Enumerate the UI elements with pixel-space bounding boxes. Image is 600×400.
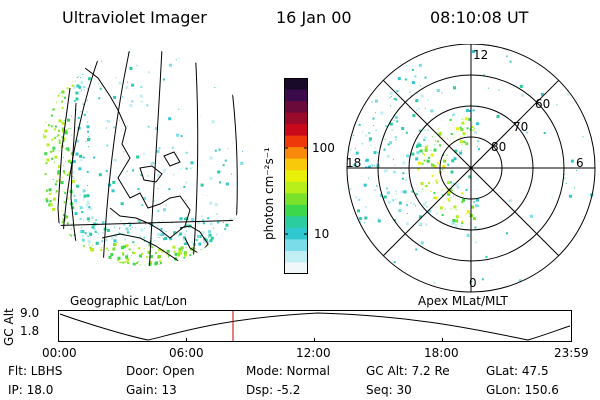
colorbar-stop bbox=[284, 227, 308, 240]
colorbar-stop bbox=[284, 250, 308, 263]
mlat-label-60: 60 bbox=[535, 97, 551, 111]
mlt-label-6: 6 bbox=[576, 156, 584, 170]
colorbar-stop bbox=[284, 204, 308, 217]
colorbar-stop bbox=[284, 239, 308, 252]
seq-info: Seq: 30 bbox=[366, 383, 412, 397]
colorbar-stop bbox=[284, 135, 308, 148]
auroral-emission-speckle bbox=[43, 52, 250, 266]
polar-meridian-15-3 bbox=[382, 79, 560, 257]
gc-alt-info: GC Alt: 7.2 Re bbox=[366, 364, 450, 378]
time-tick-0000: 00:00 bbox=[42, 346, 77, 360]
mode-info: Mode: Normal bbox=[246, 364, 330, 378]
altitude-axis-label: GC Alt bbox=[2, 308, 16, 346]
colorbar-tick-label-10: 10 bbox=[314, 227, 330, 241]
geographic-image bbox=[40, 50, 250, 266]
filter-info: Flt: LBHS bbox=[8, 364, 63, 378]
colorbar bbox=[284, 78, 308, 274]
colorbar-stop bbox=[284, 170, 308, 183]
ip-info: IP: 18.0 bbox=[8, 383, 54, 397]
colorbar-unit-label: photon cm⁻²s⁻¹ bbox=[262, 147, 276, 240]
altitude-tick-9: 9.0 bbox=[20, 306, 40, 320]
time-tick-0600: 06:00 bbox=[169, 346, 204, 360]
glat-info: GLat: 47.5 bbox=[486, 364, 549, 378]
altitude-strip bbox=[58, 310, 572, 342]
mlat-label-70: 70 bbox=[513, 120, 529, 134]
colorbar-stop bbox=[284, 78, 308, 91]
colorbar-stop bbox=[284, 147, 308, 160]
mlat-label-80: 80 bbox=[491, 140, 507, 154]
colorbar-stop bbox=[284, 181, 308, 194]
mlt-label-18: 18 bbox=[346, 156, 362, 170]
altitude-curve bbox=[59, 312, 571, 341]
mlt-label-12: 12 bbox=[473, 48, 489, 62]
door-info: Door: Open bbox=[126, 364, 195, 378]
colorbar-stop bbox=[284, 262, 308, 274]
time-label: 08:10:08 UT bbox=[430, 8, 529, 27]
colorbar-stop bbox=[284, 89, 308, 102]
coastlines bbox=[57, 67, 231, 266]
geo-panel-label: Geographic Lat/Lon bbox=[70, 294, 188, 308]
colorbar-stop bbox=[284, 112, 308, 125]
colorbar-stop bbox=[284, 124, 308, 137]
polar-mlat-mlt-plot bbox=[346, 44, 596, 293]
polar-panel-label: Apex MLat/MLT bbox=[418, 294, 508, 308]
time-tick-2359: 23:59 bbox=[554, 346, 589, 360]
polar-grid bbox=[346, 44, 596, 293]
instrument-title: Ultraviolet Imager bbox=[62, 8, 207, 27]
geo-image-content bbox=[40, 50, 250, 266]
colorbar-gradient bbox=[284, 78, 308, 274]
colorbar-stop bbox=[284, 193, 308, 206]
colorbar-stop bbox=[284, 101, 308, 114]
mlt-label-0: 0 bbox=[469, 276, 477, 290]
time-tick-1200: 12:00 bbox=[296, 346, 331, 360]
time-tick-1800: 18:00 bbox=[424, 346, 459, 360]
date-label: 16 Jan 00 bbox=[276, 8, 352, 27]
colorbar-stop bbox=[284, 158, 308, 171]
colorbar-stop bbox=[284, 216, 308, 229]
gain-info: Gain: 13 bbox=[126, 383, 177, 397]
glon-info: GLon: 150.6 bbox=[486, 383, 559, 397]
dsp-info: Dsp: -5.2 bbox=[246, 383, 301, 397]
altitude-tick-1-8: 1.8 bbox=[20, 324, 40, 338]
colorbar-tick-label-100: 100 bbox=[312, 141, 335, 155]
colorbar-frame bbox=[284, 78, 308, 274]
